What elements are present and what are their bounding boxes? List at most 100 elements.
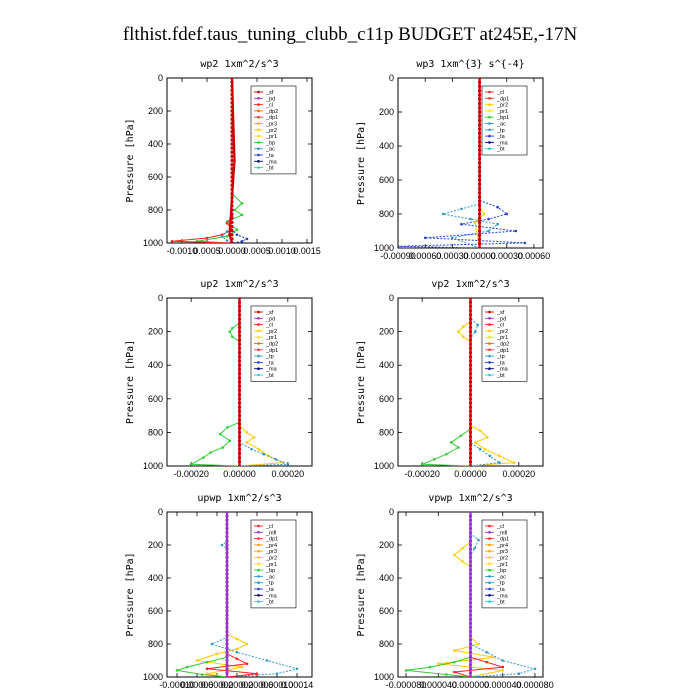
legend-marker: [257, 317, 260, 320]
data-point: [477, 182, 482, 186]
y-tick-label: 400: [148, 139, 163, 149]
data-point: [468, 405, 473, 409]
data-point: [478, 429, 482, 433]
data-point: [225, 531, 229, 535]
legend-marker: [488, 115, 491, 119]
series-group: [420, 298, 516, 466]
legend-marker: [257, 342, 260, 345]
legend-marker: [488, 594, 491, 597]
legend-marker: [488, 335, 491, 339]
legend-label: _ta: [265, 153, 275, 159]
data-point: [230, 154, 234, 158]
data-point: [230, 146, 234, 150]
y-tick-label: 800: [148, 427, 163, 437]
data-point: [505, 212, 509, 216]
data-point: [235, 233, 239, 237]
panel-4: vp2 1xm^2/s^3 0 200 400 600 800 1000 Pressure […: [356, 279, 544, 479]
y-tick-label: 0: [158, 507, 163, 517]
data-point: [473, 221, 477, 224]
x-tick-label: 0.00002: [221, 680, 254, 690]
data-point: [498, 454, 501, 458]
data-point: [468, 338, 473, 342]
data-point: [240, 202, 244, 205]
data-point: [230, 191, 234, 196]
legend-label: _bt: [265, 166, 274, 172]
data-point: [468, 426, 473, 430]
data-point: [237, 464, 242, 466]
data-point: [468, 559, 473, 564]
legend-marker: [257, 153, 260, 157]
legend-label: _dp2: [265, 342, 278, 348]
y-axis-label: Pressure [hPa]: [356, 340, 367, 424]
data-point: [468, 367, 473, 371]
data-point: [175, 669, 179, 672]
y-tick-label: 0: [389, 73, 394, 83]
data-point: [237, 414, 242, 418]
data-point: [237, 325, 242, 329]
data-point: [477, 80, 482, 84]
data-point: [468, 634, 473, 638]
legend-marker: [257, 575, 260, 578]
data-point: [228, 439, 232, 443]
legend-marker: [488, 581, 491, 584]
x-tick-label: 0.00010: [261, 680, 294, 690]
data-point: [423, 236, 427, 240]
data-point: [230, 204, 234, 208]
legend-marker: [257, 103, 260, 106]
y-tick-label: 0: [389, 293, 394, 303]
data-point: [233, 159, 236, 162]
data-point: [230, 150, 234, 154]
legend-marker: [488, 600, 491, 603]
data-point: [225, 580, 229, 584]
data-point: [468, 592, 473, 597]
data-point: [477, 78, 482, 80]
data-point: [230, 183, 234, 187]
legend-marker: [257, 323, 260, 326]
data-point: [436, 662, 440, 666]
legend-marker: [488, 128, 491, 132]
legend-marker: [257, 310, 260, 314]
data-point: [275, 672, 279, 675]
data-point: [468, 564, 473, 568]
data-point: [230, 196, 234, 200]
data-point: [225, 630, 229, 634]
data-point: [477, 93, 482, 97]
legend-label: _bt: [265, 373, 274, 379]
data-point: [210, 642, 214, 646]
data-point: [469, 217, 472, 221]
panel-2: wp3 1xm^{3} s^{-4} 0 200 400 600 800 1000 Press…: [356, 59, 550, 261]
legend-label: _ma: [265, 367, 278, 373]
legend-label: _pr2: [265, 329, 277, 335]
series-line-bp: [176, 512, 228, 677]
data-point: [468, 376, 473, 380]
data-point: [468, 671, 473, 675]
x-tick-label: 0.0010: [268, 246, 296, 256]
data-point: [404, 669, 408, 672]
data-point: [245, 441, 249, 444]
data-point: [237, 372, 242, 376]
legend-marker: [488, 310, 491, 314]
legend-marker: [257, 537, 260, 540]
data-point: [496, 222, 499, 226]
data-point: [225, 613, 229, 617]
data-point: [250, 447, 253, 451]
data-point: [476, 323, 480, 327]
data-point: [225, 572, 229, 576]
data-point: [265, 659, 269, 662]
legend-marker: [257, 354, 260, 358]
data-point: [468, 409, 473, 413]
legend-label: _pr1: [496, 335, 508, 341]
legend-marker: [257, 367, 260, 371]
y-tick-label: 800: [379, 427, 394, 437]
panel-5: upwp 1xm^2/s^3 0 200 400 600 800 1000 Pressure …: [125, 493, 313, 690]
y-tick-label: 200: [379, 540, 394, 550]
legend-label: _cl: [265, 323, 273, 329]
data-point: [237, 397, 242, 401]
legend-label: _mfl: [265, 530, 276, 536]
legend-label: _pd: [265, 316, 275, 322]
y-tick-label: 200: [148, 540, 163, 550]
data-point: [445, 452, 448, 456]
legend-marker: [488, 122, 491, 125]
data-point: [468, 456, 473, 460]
data-point: [468, 313, 473, 317]
